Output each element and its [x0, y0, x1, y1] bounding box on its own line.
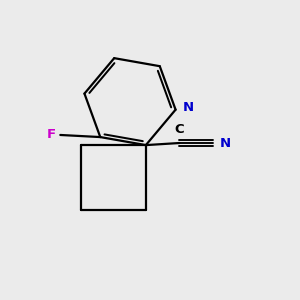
- Text: F: F: [47, 128, 56, 142]
- Text: N: N: [183, 101, 194, 114]
- Text: C: C: [175, 123, 184, 136]
- Text: N: N: [220, 136, 231, 149]
